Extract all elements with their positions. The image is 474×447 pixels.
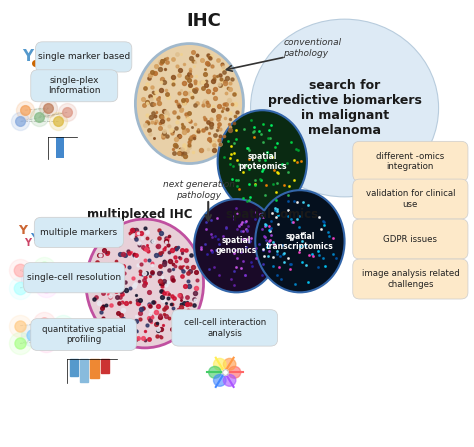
Ellipse shape <box>251 19 438 197</box>
Ellipse shape <box>218 110 307 212</box>
Bar <box>70 359 78 376</box>
Bar <box>80 359 88 382</box>
FancyBboxPatch shape <box>31 319 137 350</box>
Bar <box>90 359 99 378</box>
FancyBboxPatch shape <box>172 310 278 346</box>
Ellipse shape <box>86 219 203 348</box>
Text: Y: Y <box>30 233 38 243</box>
Ellipse shape <box>194 199 279 292</box>
Text: single-plex
Information: single-plex Information <box>48 76 100 96</box>
Text: Y: Y <box>18 224 27 236</box>
Text: Y: Y <box>24 239 31 249</box>
FancyBboxPatch shape <box>34 217 124 248</box>
Text: spatial
transcriptomics: spatial transcriptomics <box>266 232 334 251</box>
Text: Y: Y <box>22 50 33 64</box>
Text: validation for clinical
use: validation for clinical use <box>365 190 455 209</box>
Text: multiple markers: multiple markers <box>40 228 118 237</box>
Text: search for
predictive biomarkers
in malignant
melanoma: search for predictive biomarkers in mali… <box>268 79 421 137</box>
FancyBboxPatch shape <box>353 179 468 219</box>
FancyBboxPatch shape <box>24 262 125 293</box>
FancyBboxPatch shape <box>36 42 132 72</box>
Text: next generation
pathology: next generation pathology <box>163 181 235 200</box>
Bar <box>56 137 64 158</box>
Ellipse shape <box>209 367 221 378</box>
Ellipse shape <box>213 358 226 370</box>
Text: GDPR issues: GDPR issues <box>383 235 438 244</box>
Ellipse shape <box>255 190 345 292</box>
Text: multiplexed IHC: multiplexed IHC <box>87 208 193 221</box>
Bar <box>100 359 109 373</box>
Text: IHC: IHC <box>186 13 221 30</box>
Ellipse shape <box>136 44 244 164</box>
FancyBboxPatch shape <box>31 70 118 102</box>
Text: different -omics
integration: different -omics integration <box>376 152 445 171</box>
FancyBboxPatch shape <box>353 219 468 259</box>
Ellipse shape <box>223 375 236 386</box>
Ellipse shape <box>228 367 241 378</box>
Text: conventional
pathology: conventional pathology <box>283 38 342 58</box>
Text: spatial
proteomics: spatial proteomics <box>238 152 287 171</box>
Text: spatial -omics: spatial -omics <box>226 208 318 221</box>
Text: quantitative spatial
profiling: quantitative spatial profiling <box>42 325 126 344</box>
Text: cell-cell interaction
analysis: cell-cell interaction analysis <box>183 318 266 337</box>
FancyBboxPatch shape <box>353 259 468 299</box>
Text: image analysis related
challenges: image analysis related challenges <box>362 270 459 289</box>
Text: single-cell resolution: single-cell resolution <box>27 273 121 282</box>
Text: single marker based: single marker based <box>37 52 130 61</box>
FancyBboxPatch shape <box>353 141 468 181</box>
Text: spatial
genomics: spatial genomics <box>216 236 257 255</box>
Ellipse shape <box>223 358 236 370</box>
Ellipse shape <box>213 375 226 386</box>
